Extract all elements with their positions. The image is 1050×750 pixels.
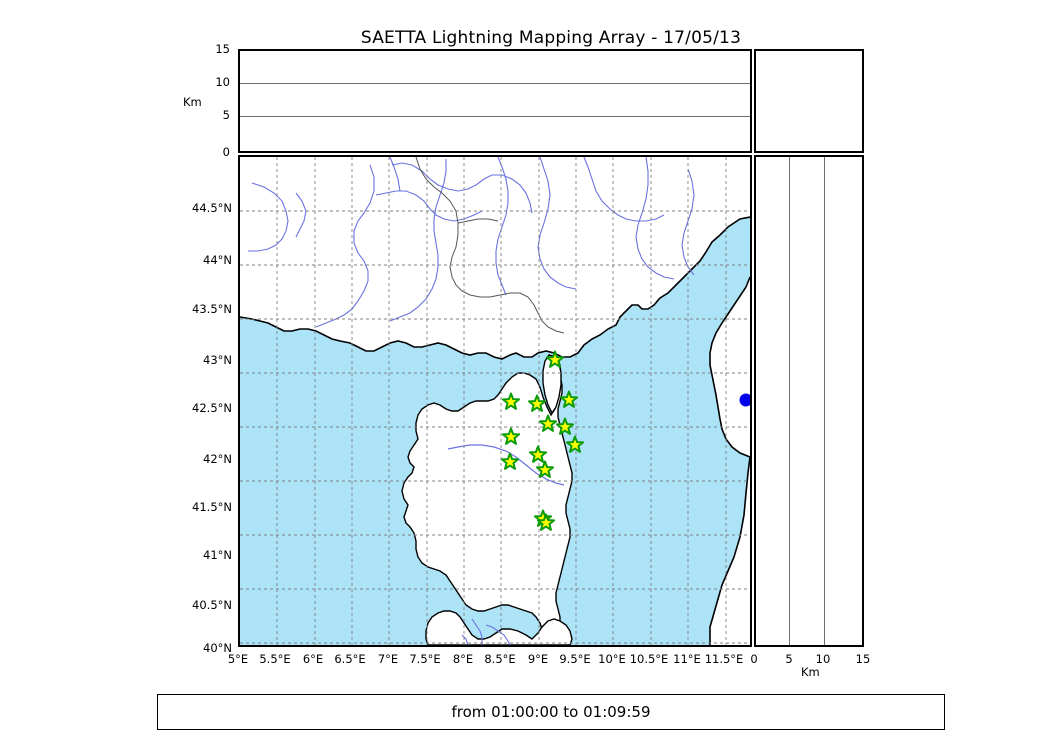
coastline-french-riviera <box>240 216 750 360</box>
administrative-borders <box>415 157 565 334</box>
lon-tick-10: 10°E <box>598 652 626 666</box>
time-range-text: from 01:00:00 to 01:09:59 <box>451 703 651 721</box>
lat-tick-41: 41°N <box>203 548 232 562</box>
altitude-time-panel[interactable] <box>238 49 752 153</box>
lon-tick-9: 9°E <box>527 652 549 666</box>
station-7-star-icon[interactable] <box>555 417 575 435</box>
island-sardinia <box>425 610 573 645</box>
time-range-status-box: from 01:00:00 to 01:09:59 <box>157 694 945 730</box>
station-6-star-icon[interactable] <box>501 427 521 445</box>
lat-tick-40-5: 40.5°N <box>192 598 232 612</box>
lat-tick-43: 43°N <box>203 353 232 367</box>
cap-corse-peninsula <box>542 354 562 415</box>
station-13-star-icon[interactable] <box>536 513 556 531</box>
lon-tick-7-5: 7.5°E <box>409 652 441 666</box>
lat-tick-42-5: 42.5°N <box>192 401 232 415</box>
lon-tick-5-5: 5.5°E <box>259 652 291 666</box>
altitude-tick-5: 5 <box>222 108 230 122</box>
lon-tick-6: 6°E <box>302 652 324 666</box>
land-italy-northwest <box>710 217 750 457</box>
map-graticule <box>240 157 750 645</box>
altitude-range-panel[interactable] <box>754 155 864 647</box>
lat-tick-42: 42°N <box>203 452 232 466</box>
lon-tick-9-5: 9.5°E <box>559 652 591 666</box>
lon-tick-10-5: 10.5°E <box>629 652 669 666</box>
page-title: SAETTA Lightning Mapping Array - 17/05/1… <box>360 28 742 48</box>
station-1-star-icon[interactable] <box>545 350 565 368</box>
range-tick-0: 0 <box>750 652 758 666</box>
corner-panel[interactable] <box>754 49 864 153</box>
station-2-star-icon[interactable] <box>501 392 521 410</box>
range-tick-10: 10 <box>815 652 831 666</box>
lon-tick-8: 8°E <box>452 652 474 666</box>
station-5-star-icon[interactable] <box>538 414 558 432</box>
range-gridline-10 <box>824 157 825 645</box>
land-italy-tuscany <box>710 457 750 645</box>
lat-tick-41-5: 41.5°N <box>192 500 232 514</box>
lon-tick-11: 11°E <box>673 652 701 666</box>
station-marker-layer[interactable] <box>500 350 585 531</box>
station-11-star-icon[interactable] <box>535 460 555 478</box>
lon-tick-6-5: 6.5°E <box>334 652 366 666</box>
lon-tick-8-5: 8.5°E <box>484 652 516 666</box>
station-10-star-icon[interactable] <box>500 452 520 470</box>
lat-tick-43-5: 43.5°N <box>192 302 232 316</box>
lon-tick-7: 7°E <box>377 652 399 666</box>
altitude-tick-10: 10 <box>215 75 230 89</box>
altitude-tick-15: 15 <box>215 42 230 56</box>
lon-tick-5: 5°E <box>227 652 249 666</box>
map-panel[interactable] <box>238 155 752 647</box>
station-8-star-icon[interactable] <box>528 445 548 463</box>
altitude-gridline-5 <box>240 116 750 117</box>
altitude-axis-label: Km <box>183 95 202 109</box>
lat-tick-44-5: 44.5°N <box>192 201 232 215</box>
altitude-tick-0: 0 <box>222 145 230 159</box>
lon-tick-11-5: 11.5°E <box>704 652 744 666</box>
station-4-star-icon[interactable] <box>559 390 579 408</box>
coastline-tuscany <box>709 456 750 645</box>
altitude-gridline-10 <box>240 83 750 84</box>
station-3-star-icon[interactable] <box>527 394 547 412</box>
map-canvas[interactable] <box>240 157 750 645</box>
range-tick-15: 15 <box>855 652 871 666</box>
lightning-source-layer[interactable] <box>739 393 751 407</box>
station-9-star-icon[interactable] <box>565 435 585 453</box>
lightning-source-1[interactable] <box>739 393 751 407</box>
range-axis-label: Km <box>801 665 820 679</box>
range-gridline-5 <box>789 157 790 645</box>
lat-tick-44: 44°N <box>203 253 232 267</box>
lat-tick-40: 40°N <box>203 641 232 655</box>
range-tick-5: 5 <box>785 652 793 666</box>
